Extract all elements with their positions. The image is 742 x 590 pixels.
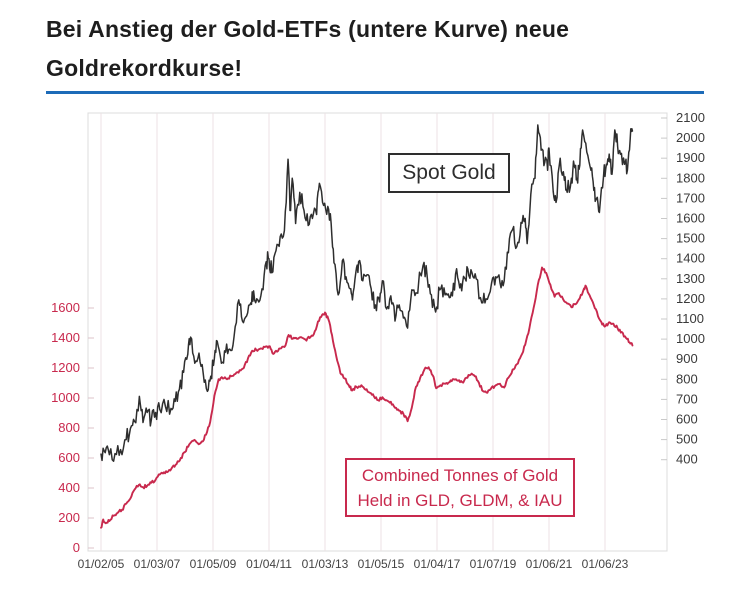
right-axis-tick-label: 900	[676, 351, 698, 366]
right-axis-tick-label: 1300	[676, 271, 705, 286]
right-axis-tick-label: 700	[676, 391, 698, 406]
right-axis-tick-label: 1200	[676, 291, 705, 306]
x-axis-tick-label: 01/03/13	[302, 557, 349, 571]
x-axis-tick-label: 01/03/07	[134, 557, 181, 571]
right-axis-tick-label: 1400	[676, 251, 705, 266]
x-axis-tick-label: 01/05/15	[358, 557, 405, 571]
page-title-line2: Goldrekordkurse!	[46, 55, 243, 81]
left-axis-tick-label: 0	[73, 540, 80, 555]
right-axis-tick-label: 1900	[676, 150, 705, 165]
right-axis-tick-label: 1700	[676, 190, 705, 205]
etf-tonnes-label-box: Combined Tonnes of Gold Held in GLD, GLD…	[345, 458, 575, 517]
etf-label-line1: Combined Tonnes of Gold	[361, 466, 559, 485]
x-axis-tick-label: 01/02/05	[78, 557, 125, 571]
page-title: Bei Anstieg der Gold-ETFs (untere Kurve)…	[46, 10, 706, 88]
right-axis-tick-label: 2000	[676, 130, 705, 145]
spot-gold-line-series	[100, 124, 634, 462]
left-axis-tick-label: 600	[58, 450, 80, 465]
spot-gold-label-box: Spot Gold	[388, 153, 510, 193]
left-axis-tick-label: 1000	[51, 390, 80, 405]
right-axis-tick-label: 1800	[676, 170, 705, 185]
right-axis-tick-label: 800	[676, 371, 698, 386]
x-axis-tick-label: 01/06/21	[526, 557, 573, 571]
left-axis-tick-label: 1400	[51, 330, 80, 345]
right-axis-tick-label: 600	[676, 412, 698, 427]
right-axis-tick-label: 1100	[676, 311, 704, 326]
page-header: Bei Anstieg der Gold-ETFs (untere Kurve)…	[46, 10, 706, 88]
x-axis-tick-label: 01/04/11	[246, 557, 292, 571]
left-axis-tick-label: 1200	[51, 360, 80, 375]
etf-tonnes-line-series	[100, 266, 634, 529]
plot-frame	[87, 112, 668, 552]
x-axis-tick-label: 01/07/19	[470, 557, 517, 571]
x-axis-tick-label: 01/04/17	[414, 557, 461, 571]
left-axis-tick-label: 800	[58, 420, 80, 435]
right-axis-tick-label: 1000	[676, 331, 705, 346]
x-axis-tick-label: 01/06/23	[582, 557, 629, 571]
right-axis-tick-label: 1500	[676, 231, 705, 246]
right-axis-tick-label: 500	[676, 432, 698, 447]
page-title-line1: Bei Anstieg der Gold-ETFs (untere Kurve)…	[46, 16, 570, 42]
x-axis-tick-label: 01/05/09	[190, 557, 237, 571]
left-axis-tick-label: 400	[58, 480, 80, 495]
right-axis-tick-label: 400	[676, 452, 698, 467]
etf-label-line2: Held in GLD, GLDM, & IAU	[357, 491, 563, 510]
left-axis-tick-label: 200	[58, 510, 80, 525]
accent-rule	[46, 91, 704, 94]
right-axis-tick-label: 2100	[676, 110, 705, 125]
left-axis-tick-label: 1600	[51, 300, 80, 315]
right-axis-tick-label: 1600	[676, 211, 705, 226]
spot-gold-label: Spot Gold	[402, 161, 496, 184]
